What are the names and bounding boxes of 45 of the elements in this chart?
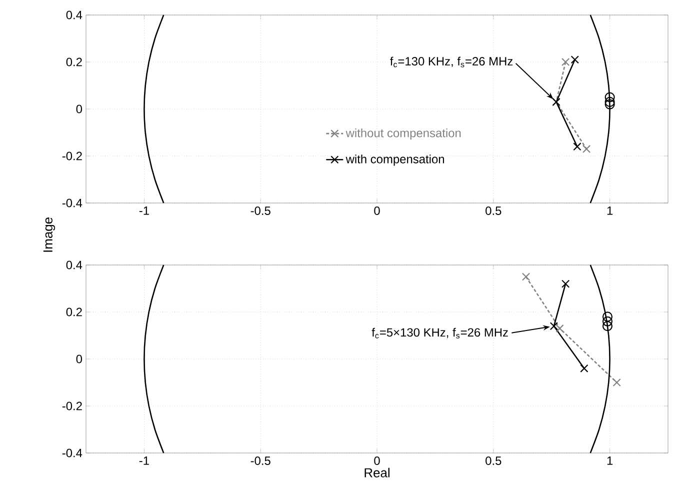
y-tick-label: 0 <box>76 104 82 114</box>
legend-label: without compensation <box>346 128 461 140</box>
point <box>573 142 582 151</box>
y-tick-label: -0.2 <box>62 402 82 410</box>
annotation: f$_{c}$=5×130 KHz, f$_{s}$=26 MHz <box>372 328 508 338</box>
line-series <box>144 14 164 204</box>
x-tick-label: -0.5 <box>250 206 270 215</box>
y-tick-label: 0.4 <box>66 260 82 270</box>
x-tick-label: -1 <box>139 206 149 215</box>
x-tick-label: -1 <box>139 456 149 465</box>
y-tick-label: -0.4 <box>62 198 82 208</box>
y-axis-title: Image <box>43 218 56 252</box>
y-tick-label: 0.2 <box>66 58 82 66</box>
point <box>604 96 615 107</box>
point <box>562 280 570 288</box>
line-series <box>590 264 610 454</box>
point <box>570 56 579 64</box>
point <box>604 92 615 102</box>
x-axis-title: Real <box>364 468 390 478</box>
annotation: f$_{c}$=130 KHz, f$_{s}$=26 MHz <box>390 56 513 68</box>
point <box>582 144 591 154</box>
x-tick-label: 1 <box>607 206 613 215</box>
x-tick-label: 0 <box>374 206 380 215</box>
y-tick-label: -0.2 <box>62 152 82 160</box>
y-tick-label: 0.4 <box>66 10 82 20</box>
point <box>562 58 570 66</box>
y-tick-label: 0 <box>76 354 82 364</box>
point <box>550 322 558 330</box>
point <box>602 316 613 326</box>
point <box>522 272 530 281</box>
point <box>612 378 621 387</box>
x-tick-label: -0.5 <box>250 456 270 465</box>
y-tick-label: -0.4 <box>62 448 82 458</box>
point <box>556 324 564 333</box>
point <box>580 364 588 372</box>
legend-label: with compensation <box>346 154 444 166</box>
x-tick-label: 0 <box>374 456 380 465</box>
x-tick-label: 0.5 <box>486 456 502 465</box>
point <box>602 312 613 322</box>
point <box>602 321 613 332</box>
line-series <box>144 264 164 454</box>
x-tick-label: 1 <box>607 456 613 465</box>
x-tick-label: 0.5 <box>486 206 502 215</box>
point <box>604 99 615 110</box>
y-tick-label: 0.2 <box>66 308 82 316</box>
